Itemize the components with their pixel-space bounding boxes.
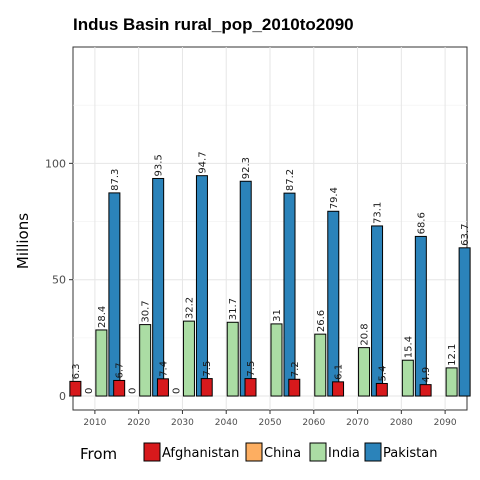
data-label: 32.2 — [184, 297, 195, 319]
data-label: 93.5 — [154, 154, 165, 176]
data-label: 28.4 — [97, 306, 108, 328]
data-label: 92.3 — [241, 157, 252, 179]
gridlines — [73, 47, 467, 410]
data-label: 7.5 — [202, 361, 213, 377]
x-tick-label: 2080 — [390, 418, 413, 428]
data-label: 26.6 — [316, 310, 327, 332]
bar-afghanistan-2070 — [332, 381, 345, 397]
data-label: 87.2 — [285, 169, 296, 191]
legend-key-pakistan — [364, 442, 382, 462]
data-label: 0 — [171, 388, 182, 394]
chart-title: Indus Basin rural_pop_2010to2090 — [73, 15, 354, 34]
y-axis-label: Millions — [14, 213, 32, 269]
data-label: 7.2 — [290, 361, 301, 377]
x-tick-label: 2090 — [434, 418, 457, 428]
x-tick-label: 2060 — [302, 418, 325, 428]
bar-india-2010 — [95, 329, 108, 397]
bar-afghanistan-2050 — [244, 378, 257, 397]
data-label: 63.7 — [460, 224, 471, 246]
bar-india-2020 — [139, 324, 152, 397]
legend-label-afghanistan: Afghanistan — [162, 446, 239, 461]
x-tick-label: 2030 — [171, 418, 194, 428]
bar-afghanistan-2010 — [69, 380, 82, 397]
y-tick-label: 100 — [45, 157, 66, 170]
data-label: 73.1 — [373, 202, 384, 224]
data-label: 94.7 — [197, 151, 208, 173]
bar-india-2060 — [314, 333, 327, 397]
bar-afghanistan-2040 — [200, 378, 213, 397]
x-tick-label: 2050 — [259, 418, 282, 428]
data-label: 7.5 — [246, 361, 257, 377]
data-label: 31 — [272, 309, 283, 322]
legend-key-india — [309, 442, 327, 462]
data-label: 6.7 — [115, 363, 126, 379]
bar-afghanistan-2090 — [419, 384, 432, 397]
data-label: 15.4 — [403, 336, 414, 358]
x-tick-label: 2020 — [127, 418, 150, 428]
bar-pakistan-2090 — [458, 247, 471, 397]
bar-afghanistan-2080 — [375, 382, 388, 397]
x-tick-label: 2070 — [346, 418, 369, 428]
data-label: 0 — [128, 388, 139, 394]
legend-title: From — [80, 445, 117, 463]
bars — [69, 175, 471, 397]
y-tick-label: 50 — [52, 274, 66, 287]
x-tick-label: 2040 — [215, 418, 238, 428]
bar-afghanistan-2020 — [113, 379, 126, 397]
data-label: 20.8 — [360, 323, 371, 345]
x-axis: 2010 2020 2030 2040 2050 2060 2070 2080 2090 — [83, 410, 457, 428]
legend-label-pakistan: Pakistan — [383, 446, 437, 461]
bar-india-2080 — [401, 359, 414, 397]
bar-india-2050 — [270, 323, 283, 397]
data-label: 30.7 — [141, 300, 152, 322]
data-label: 31.7 — [228, 298, 239, 320]
data-label: 7.4 — [158, 361, 169, 377]
bar-india-2090 — [445, 367, 458, 397]
legend-label-india: India — [328, 446, 360, 461]
plot-panel: 6.3 0 28.4 87.3 6.7 0 30.7 93.5 7.4 0 32.2 94.7 7.5 3… — [69, 46, 471, 411]
data-label: 4.9 — [421, 367, 432, 383]
data-label: 6.3 — [71, 363, 82, 379]
data-label: 68.6 — [416, 212, 427, 234]
legend: From Afghanistan China India Pakistan — [80, 442, 437, 463]
data-label: 6.1 — [334, 364, 345, 380]
data-label: 87.3 — [110, 169, 121, 191]
data-label: 79.4 — [329, 187, 340, 209]
data-labels: 6.3 0 28.4 87.3 6.7 0 30.7 93.5 7.4 0 32.2 94.7 7.5 3… — [71, 151, 471, 394]
y-tick-label: 0 — [59, 390, 66, 403]
legend-key-china — [245, 442, 263, 462]
data-label: 0 — [84, 388, 95, 394]
legend-label-china: China — [264, 446, 301, 461]
bar-afghanistan-2060 — [288, 378, 301, 397]
legend-key-afghanistan — [143, 442, 161, 462]
x-tick-label: 2010 — [83, 418, 106, 428]
bar-india-2070 — [358, 347, 371, 397]
bar-india-2030 — [182, 320, 195, 397]
data-label: 5.4 — [377, 366, 388, 382]
y-axis: 0 50 100 — [45, 157, 73, 403]
data-label: 12.1 — [447, 344, 458, 366]
bar-india-2040 — [226, 321, 239, 397]
bar-afghanistan-2030 — [156, 378, 169, 397]
